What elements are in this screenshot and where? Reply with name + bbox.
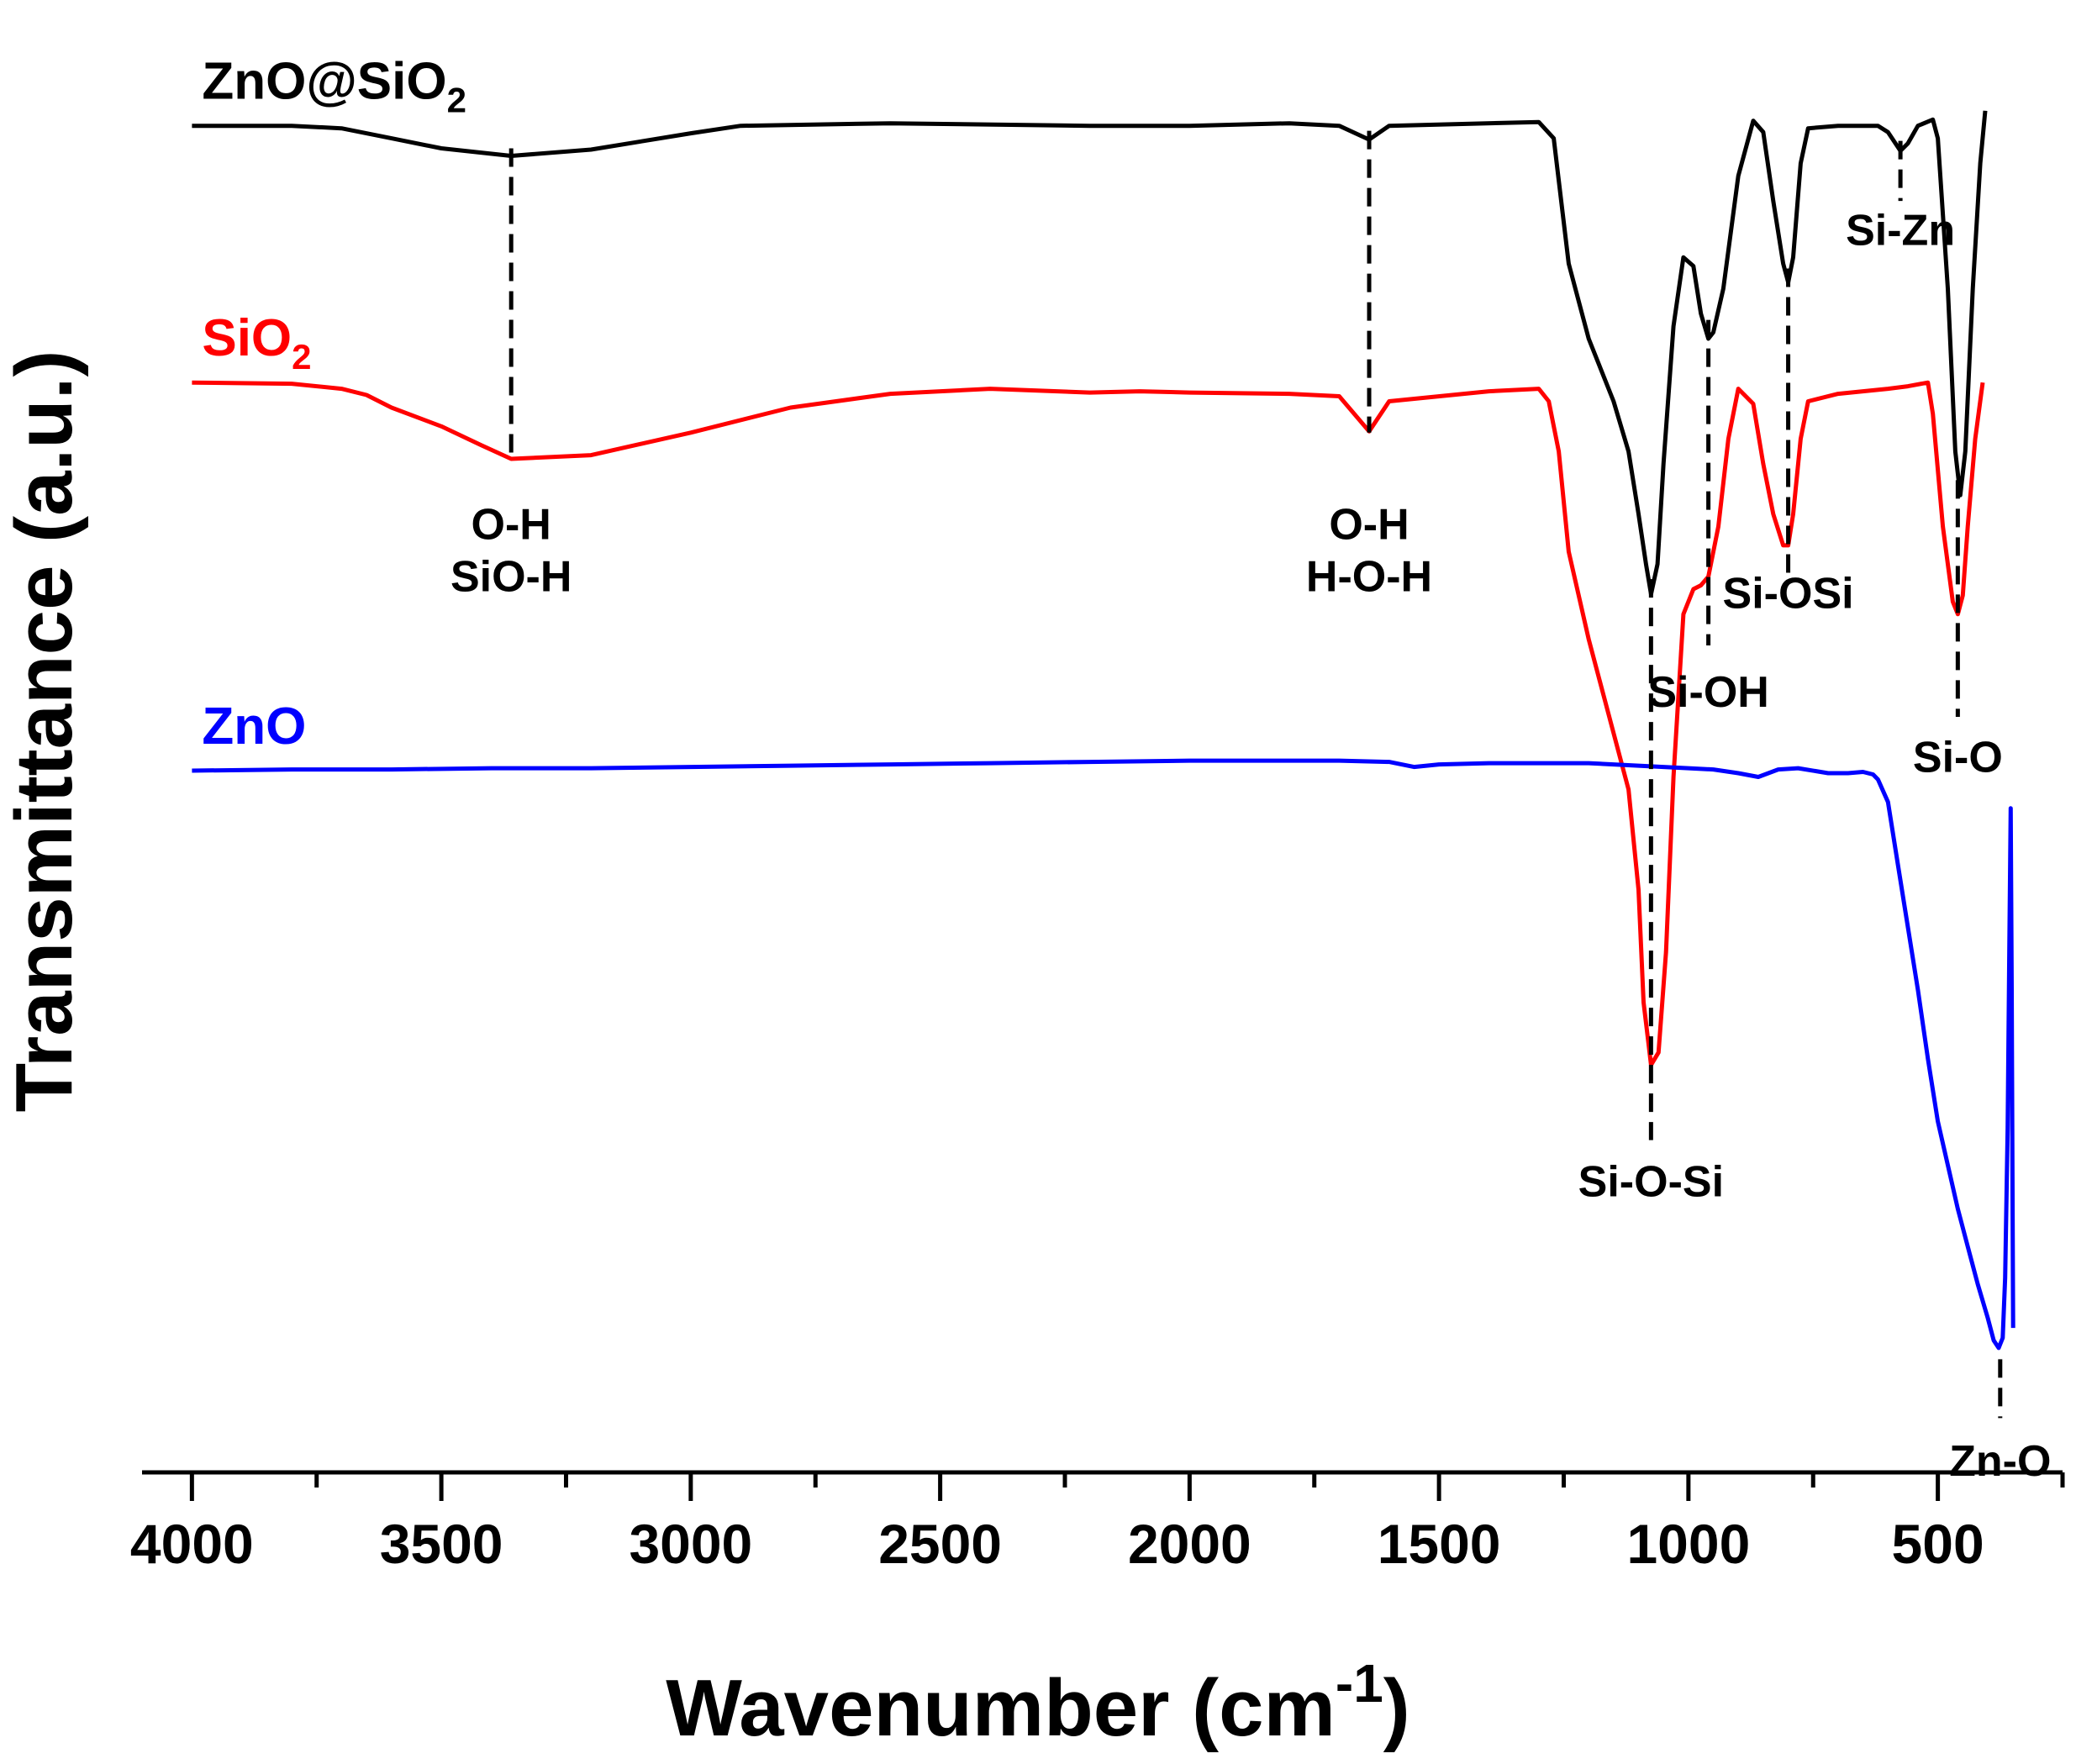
series-label-0: ZnO@SiO2: [202, 53, 466, 120]
x-tick-label-500: 500: [1892, 1513, 1984, 1575]
x-axis: 4000 3500 3000 2500 2000 1500 1000 500: [130, 1470, 2065, 1575]
annotation-label-2: Si-O-Si: [1578, 1158, 1724, 1207]
x-ticks: 4000 3500 3000 2500 2000 1500 1000 500: [130, 1472, 2065, 1575]
x-tick-label-4000: 4000: [130, 1513, 254, 1575]
annotation-label-3: Si-OH: [1647, 668, 1768, 717]
x-tick-label-2000: 2000: [1128, 1513, 1251, 1575]
annotation-label-4: Si-OSi: [1723, 569, 1854, 618]
x-tick-label-1500: 1500: [1378, 1513, 1501, 1575]
annotation-label-0: O-H SiO-H: [451, 500, 572, 601]
series-label-2: ZnO: [202, 698, 306, 756]
x-axis-title-superscript: -1: [1336, 1653, 1383, 1714]
series-label-1: SiO2: [202, 309, 311, 376]
annotation-label-5: Si-Zn: [1846, 206, 1955, 255]
y-axis-title: Transmittance (a.u.): [0, 350, 89, 1113]
annotation-group: O-H SiO-H O-H H-O-H Si-O-Si Si-OH Si-OSi Si-Zn S…: [451, 130, 2051, 1486]
annotation-label-7: Zn-O: [1949, 1437, 2051, 1486]
x-tick-label-3000: 3000: [629, 1513, 752, 1575]
annotation-label-1: O-H H-O-H: [1306, 500, 1432, 601]
series-line-2: [192, 758, 2015, 1351]
x-axis-title: Wavenumber (cm-1): [666, 1653, 1410, 1753]
x-tick-label-3500: 3500: [380, 1513, 503, 1575]
x-tick-label-2500: 2500: [878, 1513, 1002, 1575]
x-tick-label-1000: 1000: [1626, 1513, 1750, 1575]
annotation-label-6: Si-O: [1913, 734, 2003, 782]
series-line-0: [192, 110, 1988, 597]
